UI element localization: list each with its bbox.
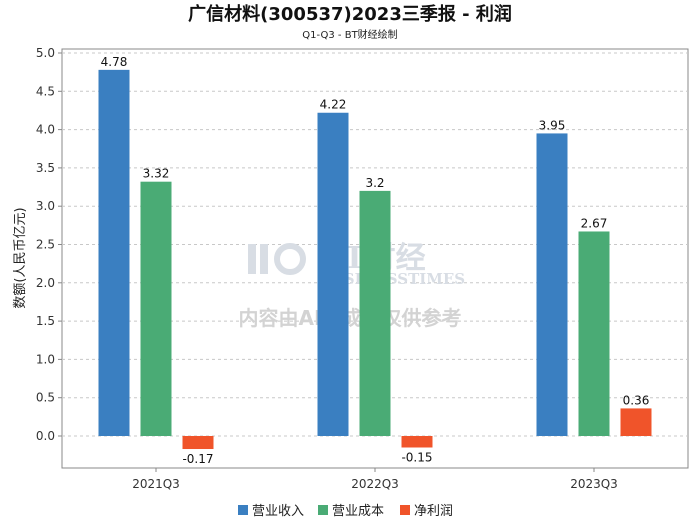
y-axis: 0.0 0.5 1.0 1.5 2.0 2.5 3.0 3.5 4.0 4.5 5.0 (36, 46, 62, 443)
y-tick-label: 0.5 (36, 391, 55, 405)
legend-label: 营业成本 (332, 504, 384, 519)
y-tick-label: 5.0 (36, 46, 55, 60)
bar (140, 181, 172, 436)
legend-swatch (238, 505, 248, 515)
y-tick-label: 3.0 (36, 199, 55, 213)
chart-title: 广信材料(300537)2023三季报 - 利润 (188, 3, 512, 25)
data-label: 3.2 (365, 176, 384, 190)
data-label: -0.17 (182, 452, 213, 466)
bar (182, 436, 214, 450)
data-label: 2.67 (581, 216, 608, 230)
y-tick-label: 4.5 (36, 84, 55, 98)
y-tick-label: 1.5 (36, 314, 55, 328)
watermark-logo-icon-bar (260, 244, 268, 274)
data-label: -0.15 (401, 450, 432, 464)
watermark-logo-icon (248, 244, 256, 274)
data-label: 3.95 (539, 118, 566, 132)
bar (620, 408, 652, 436)
y-tick-label: 3.5 (36, 161, 55, 175)
watermark-logo-ring (274, 243, 306, 275)
bar (317, 112, 349, 437)
y-tick-label: 1.0 (36, 352, 55, 366)
x-tick-label: 2022Q3 (351, 477, 399, 491)
legend-label: 营业收入 (252, 504, 304, 519)
y-tick-label: 2.5 (36, 238, 55, 252)
bar (578, 231, 610, 436)
data-labels: 4.78 3.32 -0.17 4.22 3.2 -0.15 3.95 2.67 0.36 (101, 55, 650, 466)
legend: 营业收入 营业成本 净利润 (238, 504, 453, 519)
y-axis-label: 数额(人民币亿元) (13, 207, 28, 308)
legend-swatch (318, 505, 328, 515)
bar (359, 190, 391, 436)
legend-swatch (400, 505, 410, 515)
y-tick-label: 2.0 (36, 276, 55, 290)
watermark-notice: 内容由AI生成，仅供参考 (239, 306, 462, 330)
watermark-logo-sub: BUSINESSTIMES (318, 270, 465, 288)
x-axis: 2021Q3 2022Q3 2023Q3 (132, 468, 618, 491)
data-label: 0.36 (623, 393, 650, 407)
chart-subtitle: Q1-Q3 - BT财经绘制 (302, 28, 397, 41)
legend-label: 净利润 (414, 504, 453, 519)
y-tick-label: 0.0 (36, 429, 55, 443)
data-label: 4.78 (101, 55, 128, 69)
y-tick-label: 4.0 (36, 123, 55, 137)
x-tick-label: 2023Q3 (570, 477, 618, 491)
data-label: 4.22 (320, 98, 347, 112)
data-label: 3.32 (143, 167, 170, 181)
x-tick-label: 2021Q3 (132, 477, 180, 491)
bar (536, 133, 568, 436)
bar (401, 436, 433, 448)
bar-series (98, 69, 652, 450)
bar (98, 69, 130, 437)
